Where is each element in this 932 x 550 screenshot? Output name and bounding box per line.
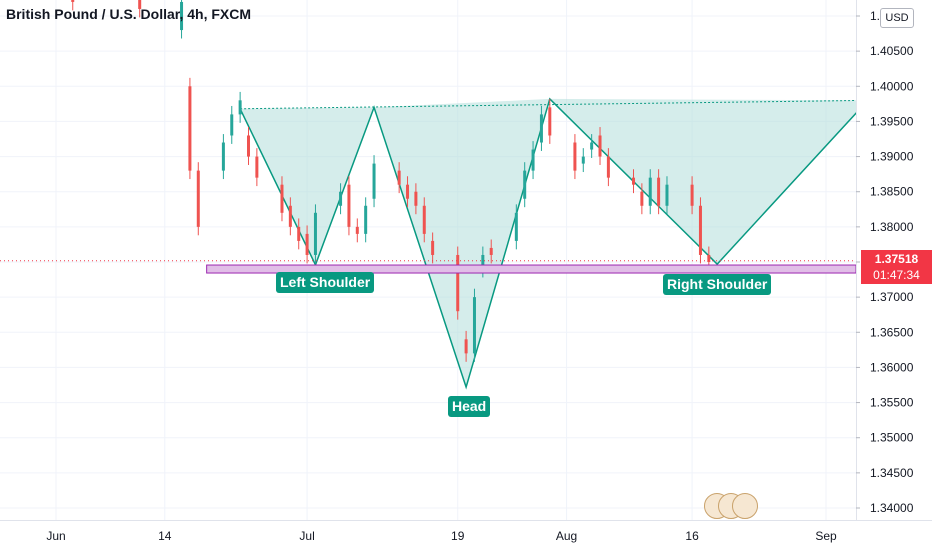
candle-body xyxy=(422,205,426,234)
y-tick-label: 1.40500 xyxy=(870,44,914,58)
candle-body xyxy=(71,0,75,2)
candle-body xyxy=(347,184,351,227)
pattern-head-triangle xyxy=(374,98,550,388)
candle-body xyxy=(598,135,602,157)
head-and-shoulders-pattern xyxy=(239,97,869,390)
candle-body xyxy=(280,184,284,213)
y-tick-label: 1.35500 xyxy=(870,396,914,410)
candle-body xyxy=(313,212,317,255)
candle-body xyxy=(188,86,192,171)
candle-body xyxy=(431,240,435,255)
head-label: Head xyxy=(448,396,491,417)
x-tick-label: 16 xyxy=(685,529,699,543)
last-price-value: 1.37518 xyxy=(874,252,919,266)
candle-body xyxy=(590,142,594,150)
candle-body xyxy=(288,205,292,227)
candle-body xyxy=(305,233,309,255)
candle-body xyxy=(414,191,418,206)
y-tick-label: 1.34500 xyxy=(870,466,914,480)
pattern-right-triangle xyxy=(549,98,868,265)
y-tick-label: 1.39000 xyxy=(870,150,914,164)
candle-body xyxy=(456,254,460,312)
candle-body xyxy=(707,254,711,262)
y-tick-label: 1.36500 xyxy=(870,325,914,339)
candle-body xyxy=(489,247,493,255)
x-tick-label: Sep xyxy=(815,529,837,543)
candle-body xyxy=(406,184,410,199)
candle-body xyxy=(355,226,359,234)
currency-button[interactable]: USD xyxy=(880,8,914,28)
x-tick-label: Aug xyxy=(556,529,577,543)
candle-body xyxy=(581,156,585,164)
candle-body xyxy=(297,226,301,241)
pattern-top-line xyxy=(240,99,868,110)
candle-body xyxy=(573,142,577,171)
candle-body xyxy=(221,142,225,171)
bar-countdown: 01:47:34 xyxy=(873,268,920,282)
y-tick-label: 1.37000 xyxy=(870,290,914,304)
candle-body xyxy=(364,205,368,234)
right-shoulder-label: Right Shoulder xyxy=(663,274,772,295)
y-tick-label: 1.36000 xyxy=(870,360,914,374)
candlestick-series xyxy=(71,0,711,362)
candle-body xyxy=(523,170,527,199)
candle-body xyxy=(464,339,468,354)
y-tick-label: 1.40000 xyxy=(870,79,914,93)
y-tick-label: 1.38000 xyxy=(870,220,914,234)
y-tick-label: 1.39500 xyxy=(870,114,914,128)
candle-body xyxy=(247,135,250,157)
x-tick-label: Jul xyxy=(299,529,314,543)
candle-body xyxy=(514,212,518,241)
left-shoulder-label: Left Shoulder xyxy=(276,272,375,293)
x-tick-label: 19 xyxy=(451,529,465,543)
pattern-left-triangle xyxy=(240,107,375,265)
candle-body xyxy=(548,107,552,136)
candle-body xyxy=(698,205,702,255)
candle-body xyxy=(238,100,242,115)
candle-body xyxy=(230,114,234,136)
x-tick-label: Jun xyxy=(46,529,65,543)
candle-body xyxy=(690,184,694,206)
candle-body xyxy=(180,1,184,31)
candle-body xyxy=(138,0,142,9)
y-tick-label: 1.35000 xyxy=(870,431,914,445)
candle-body xyxy=(255,156,259,178)
y-tick-label: 1.34000 xyxy=(870,501,914,515)
candle-body xyxy=(640,191,644,206)
candle-body xyxy=(339,191,343,206)
candle-body xyxy=(481,254,485,270)
y-tick-label: 1.38500 xyxy=(870,185,914,199)
candle-body xyxy=(196,170,200,227)
candle-body xyxy=(648,177,652,206)
candle-body xyxy=(606,156,610,178)
candle-body xyxy=(539,114,543,143)
candle-body xyxy=(657,177,661,206)
currency-flags-icon xyxy=(704,493,764,519)
chart-title: British Pound / U.S. Dollar, 4h, FXCM xyxy=(6,6,252,22)
candle-body xyxy=(372,163,376,199)
x-tick-label: 14 xyxy=(158,529,172,543)
candle-body xyxy=(531,149,535,171)
candle-body xyxy=(397,170,401,185)
candle-body xyxy=(665,184,669,206)
candle-body xyxy=(472,297,476,354)
last-price-tag: 1.37518 01:47:34 xyxy=(861,250,932,284)
candle-body xyxy=(632,177,635,185)
